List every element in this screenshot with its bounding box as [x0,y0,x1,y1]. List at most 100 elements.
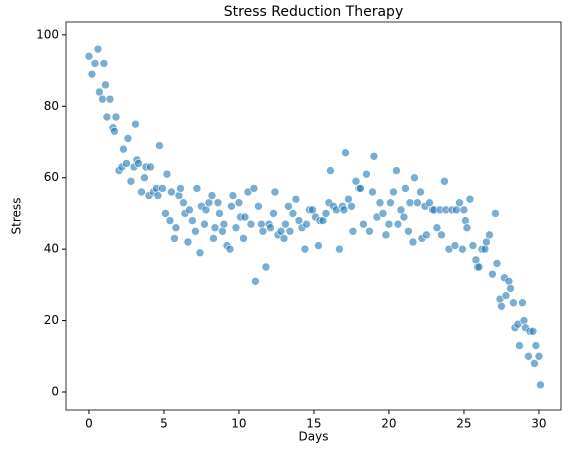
point [432,223,442,233]
point [240,212,250,222]
point [318,216,328,225]
point [215,209,224,218]
point [344,194,353,204]
point [249,184,259,193]
point [437,230,446,240]
x-tick-label: 30 [531,417,546,431]
point [378,209,388,218]
point [405,198,415,208]
point [161,209,170,218]
point [251,276,260,286]
point [410,173,419,183]
point [302,219,311,229]
point [528,326,538,336]
point [131,119,140,129]
point [246,219,256,229]
point [341,148,350,158]
point [279,234,289,243]
point [452,205,461,215]
point [167,187,176,197]
point [335,244,344,254]
point [294,216,304,225]
point [365,226,374,236]
point [98,94,107,104]
point [218,226,227,236]
point [126,176,136,186]
point [105,94,115,104]
point [488,269,497,279]
point [368,187,377,197]
point [285,226,295,236]
x-axis-label: Days [299,430,329,444]
point [269,209,278,218]
point [462,223,472,233]
point [450,241,460,250]
point [408,237,418,247]
point [536,380,545,390]
point [384,219,394,229]
point [501,291,511,300]
y-tick-label: 0 [51,385,59,399]
point [87,69,97,79]
point [254,201,263,211]
point [497,301,506,311]
point [188,216,197,225]
point [140,173,149,183]
point [284,201,293,211]
point [234,198,244,208]
point [258,226,268,236]
point [176,184,185,193]
point [455,198,464,208]
point [485,230,494,240]
point [192,184,202,193]
point [191,226,200,236]
point [219,219,229,229]
point [386,198,395,208]
point [231,223,241,233]
point [326,166,335,175]
point [347,201,356,211]
point [210,223,220,233]
point [291,194,301,204]
point [416,187,425,197]
point [465,194,475,204]
point [281,219,290,229]
point [425,198,434,208]
point [471,255,481,265]
x-tick-label: 20 [381,417,396,431]
x-tick-label: 10 [231,417,246,431]
point [492,259,502,268]
point [459,205,469,215]
y-tick-label: 40 [44,242,59,256]
point [534,351,544,361]
point [165,216,175,225]
point [201,205,211,215]
point [359,219,368,229]
point [225,244,235,254]
point [351,176,361,186]
chart-title: Stress Reduction Therapy [224,4,403,20]
point [468,241,478,250]
point [95,87,104,97]
point [404,226,413,236]
point [228,191,238,200]
point [413,198,422,208]
x-tick-label: 0 [85,417,93,431]
point [213,198,223,208]
point [381,230,391,240]
point [504,276,514,286]
point [227,201,236,211]
plot-frame [65,21,562,411]
y-tick-label: 100 [36,27,59,41]
point [440,176,449,186]
point [174,191,184,200]
point [179,198,188,208]
point [261,262,271,272]
point [369,151,379,161]
point [339,205,349,215]
point [308,205,317,215]
point [288,209,298,218]
point [474,262,484,272]
point [509,298,518,308]
point [200,219,209,229]
